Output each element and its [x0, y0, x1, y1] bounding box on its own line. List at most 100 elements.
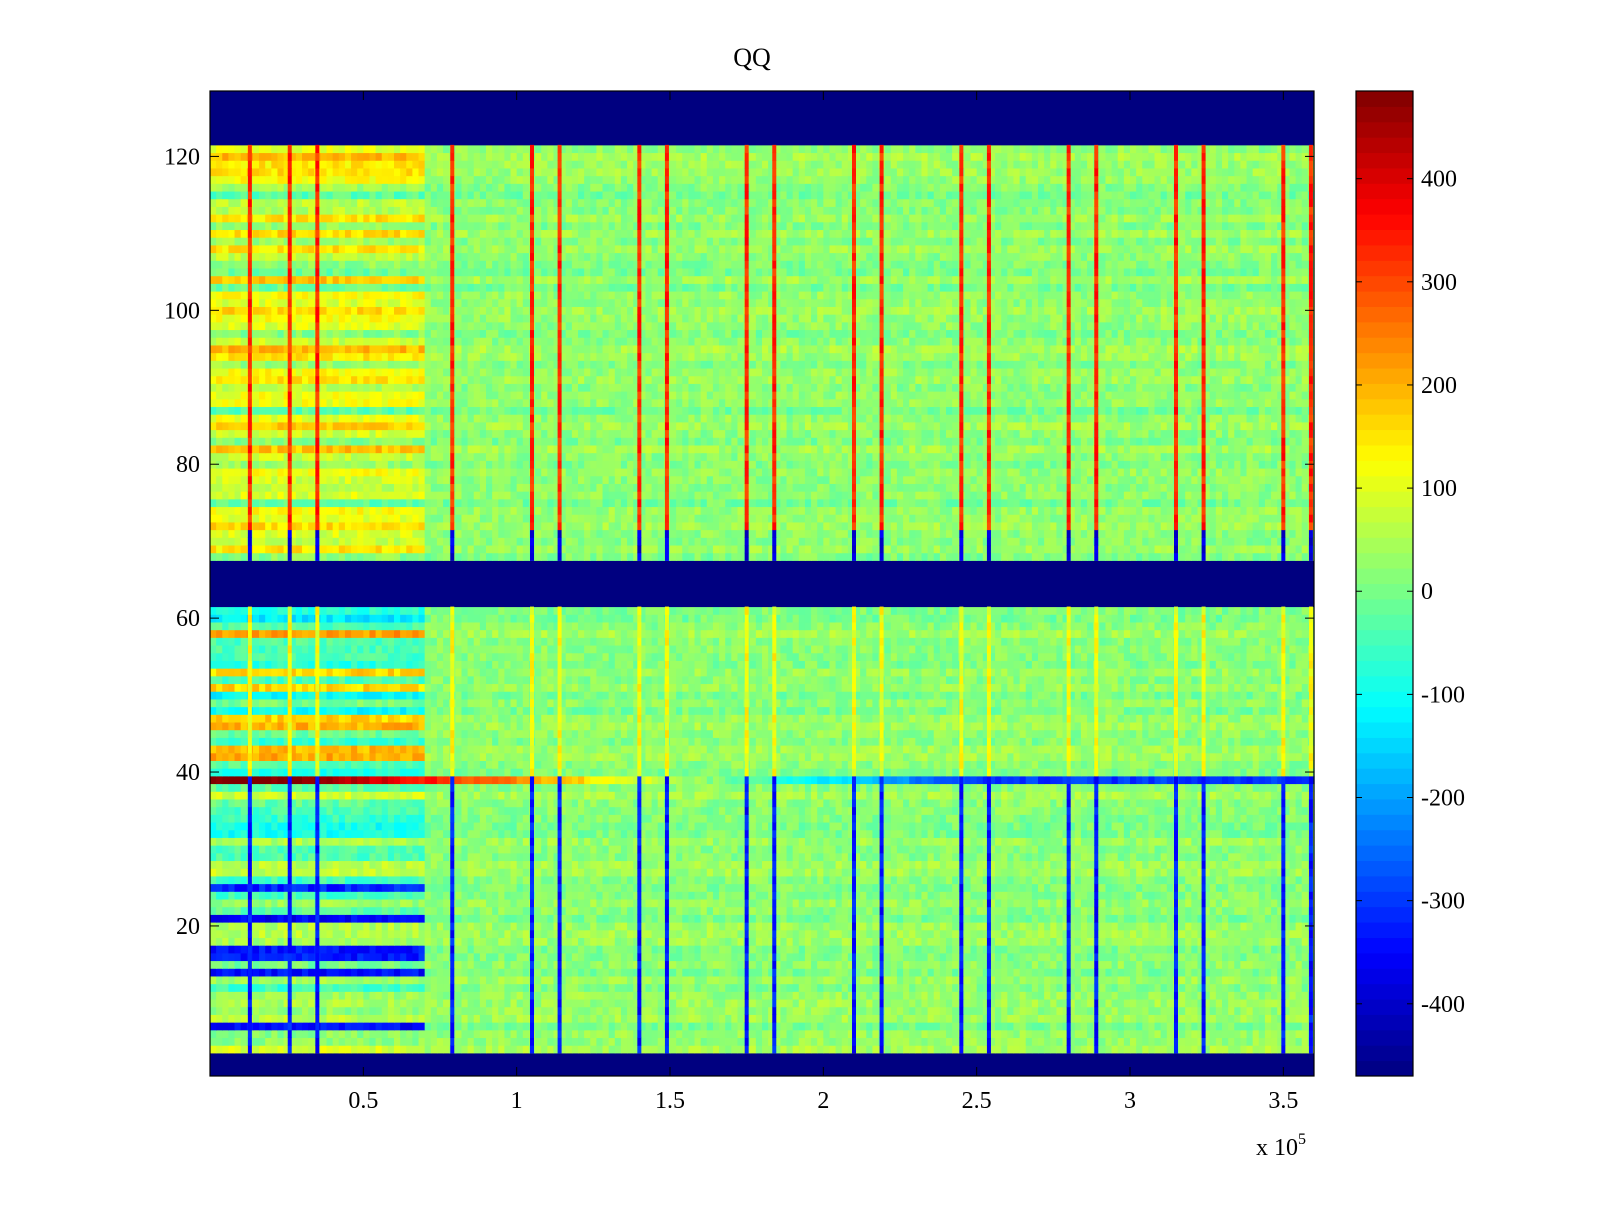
heatmap-cell: [289, 999, 297, 1008]
heatmap-cell: [755, 883, 763, 892]
heatmap-cell: [596, 945, 604, 954]
heatmap-cell: [811, 975, 818, 985]
heatmap-cell: [547, 837, 555, 846]
heatmap-cell: [1209, 899, 1217, 908]
heatmap-cell: [676, 968, 683, 977]
heatmap-cell: [645, 899, 653, 908]
heatmap-cell: [847, 860, 855, 869]
heatmap-cell: [1283, 991, 1291, 1000]
heatmap-cell: [338, 999, 346, 1008]
heatmap-cell: [1166, 1022, 1174, 1031]
heatmap-cell: [896, 975, 904, 985]
heatmap-cell: [1068, 952, 1076, 962]
heatmap-cell: [369, 891, 377, 900]
heatmap-cell: [369, 914, 377, 923]
heatmap-cell: [547, 952, 555, 962]
heatmap-cell: [1044, 1014, 1051, 1023]
heatmap-cell: [1099, 906, 1107, 915]
heatmap-cell: [860, 868, 867, 877]
heatmap-cell: [866, 929, 873, 938]
heatmap-cell: [1019, 914, 1027, 923]
heatmap-cell: [394, 906, 401, 915]
heatmap-cell: [498, 922, 505, 931]
heatmap-cell: [927, 945, 935, 954]
heatmap-cell: [210, 1045, 217, 1054]
heatmap-cell: [1215, 1014, 1223, 1023]
heatmap-cell: [473, 868, 481, 877]
heatmap-cell: [731, 837, 739, 846]
heatmap-cell: [995, 937, 1002, 946]
heatmap-cell: [1240, 891, 1248, 900]
heatmap-cell: [436, 968, 444, 977]
heatmap-cell: [1228, 852, 1235, 862]
heatmap-cell: [394, 1006, 401, 1015]
heatmap-cell: [620, 860, 628, 869]
heatmap-cell: [719, 875, 726, 885]
heatmap-cell: [645, 868, 653, 877]
heatmap-cell: [216, 883, 223, 892]
heatmap-cell: [565, 1006, 573, 1015]
heatmap-cell: [1087, 852, 1094, 862]
heatmap-cell: [1105, 891, 1113, 900]
heatmap-cell: [265, 975, 272, 985]
heatmap-cell: [1185, 860, 1192, 869]
heatmap-cell: [1123, 852, 1131, 862]
heatmap-cell: [406, 1022, 413, 1031]
heatmap-cell: [946, 899, 953, 908]
heatmap-cell: [909, 875, 916, 885]
heatmap-cell: [1148, 1037, 1156, 1046]
heatmap-cell: [620, 937, 628, 946]
heatmap-cell: [369, 945, 377, 954]
heatmap-cell: [737, 868, 745, 877]
heatmap-cell: [1099, 899, 1107, 908]
heatmap-cell: [1074, 1037, 1082, 1046]
heatmap-cell: [1013, 906, 1021, 915]
heatmap-cell: [694, 837, 702, 846]
heatmap-cell: [670, 975, 677, 985]
heatmap-cell: [608, 968, 616, 977]
heatmap-cell: [1050, 852, 1057, 862]
heatmap-cell: [1142, 960, 1149, 969]
heatmap-cell: [216, 1014, 223, 1023]
heatmap-cell: [320, 1022, 328, 1031]
heatmap-cell: [792, 860, 800, 869]
heatmap-cell: [265, 868, 272, 877]
heatmap-cell: [1123, 952, 1131, 962]
heatmap-cell: [320, 1014, 328, 1023]
heatmap-cell: [1130, 1022, 1137, 1031]
heatmap-cell: [1074, 1045, 1082, 1054]
heatmap-cell: [676, 1022, 683, 1031]
heatmap-cell: [412, 906, 420, 915]
heatmap-cell: [835, 860, 843, 869]
heatmap-cell: [375, 1006, 383, 1015]
heatmap-cell: [516, 945, 524, 954]
heatmap-cell: [271, 883, 279, 892]
heatmap-cell: [234, 883, 242, 892]
heatmap-cell: [755, 875, 763, 885]
heatmap-cell: [571, 868, 579, 877]
heatmap-cell: [381, 952, 389, 962]
heatmap-cell: [627, 1037, 634, 1046]
heatmap-cell: [903, 914, 910, 923]
heatmap-cell: [1240, 975, 1248, 985]
heatmap-cell: [1074, 914, 1082, 923]
heatmap-cell: [590, 875, 597, 885]
heatmap-cell: [516, 975, 524, 985]
heatmap-cell: [988, 968, 996, 977]
heatmap-cell: [798, 945, 806, 954]
heatmap-cell: [939, 860, 947, 869]
heatmap-cell: [786, 899, 794, 908]
heatmap-cell: [737, 952, 745, 962]
heatmap-cell: [1111, 983, 1119, 992]
heatmap-cell: [1246, 868, 1254, 877]
heatmap-cell: [559, 1014, 567, 1023]
heatmap-cell: [1019, 845, 1027, 854]
heatmap-cell: [829, 868, 837, 877]
heatmap-cell: [688, 852, 696, 862]
heatmap-cell: [289, 945, 297, 954]
heatmap-cell: [1295, 906, 1303, 915]
heatmap-cell: [823, 837, 831, 846]
heatmap-cell: [755, 983, 763, 992]
heatmap-cell: [1105, 960, 1113, 969]
heatmap-cell: [436, 1029, 444, 1039]
